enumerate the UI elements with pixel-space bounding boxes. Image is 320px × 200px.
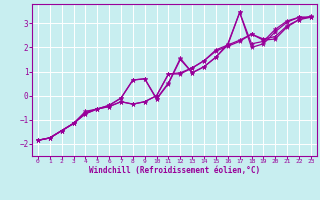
X-axis label: Windchill (Refroidissement éolien,°C): Windchill (Refroidissement éolien,°C) [89,166,260,175]
